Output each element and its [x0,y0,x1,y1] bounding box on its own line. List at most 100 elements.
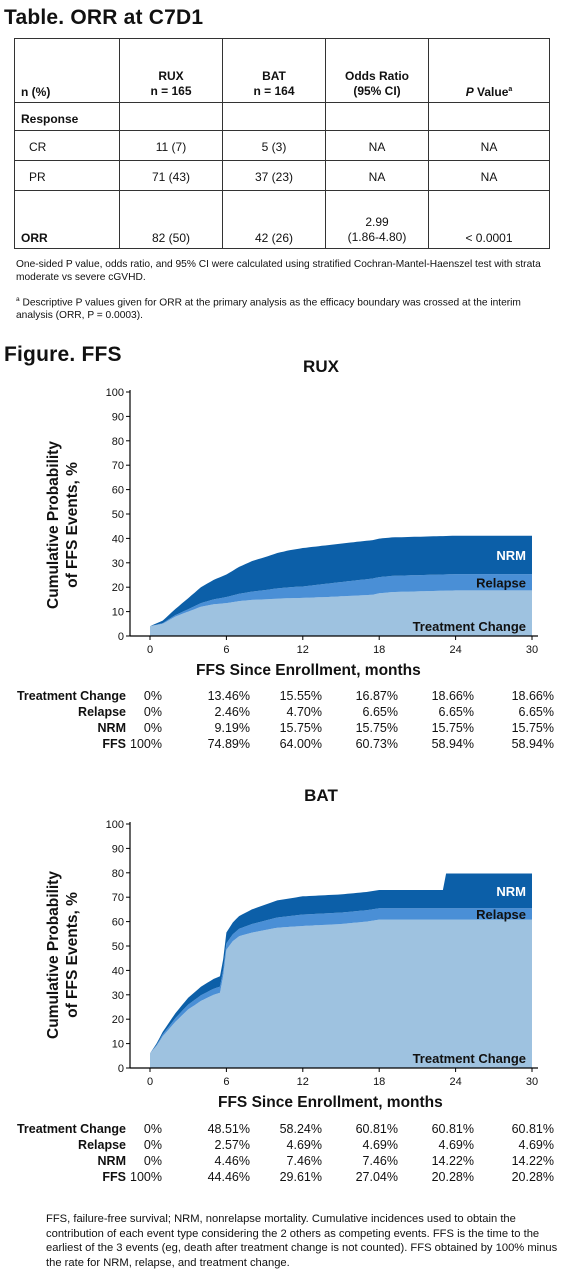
y-tick-label: 50 [112,509,124,521]
x-tick-label: 0 [147,1076,153,1088]
area-treatment-change [150,590,532,636]
x-axis-title-rux: FFS Since Enrollment, months [196,662,421,679]
y-tick-label: 90 [112,843,124,855]
footnote-text: Descriptive P values given for ORR at th… [16,297,521,322]
header-rux-name: RUX [158,69,184,83]
table-title: Table. ORR at C7D1 [4,6,204,29]
risk-cell: 0% [143,721,162,735]
risk-cell: 9.19% [214,721,250,735]
header-bat-n: n = 164 [253,84,295,98]
area-label-nrm: NRM [496,884,526,899]
y-tick-label: 70 [112,460,124,472]
table-footnote-1: One-sided P value, odds ratio, and 95% C… [16,259,541,283]
y-tick-label: 30 [112,990,124,1002]
header-odds-label: Odds Ratio [344,69,409,83]
risk-row-label: FFS [102,1170,126,1184]
header-rux-n: n = 165 [150,84,192,98]
x-tick-label: 0 [147,644,153,656]
cell-rux: 11 (7) [119,130,223,161]
risk-cell: 15.75% [279,721,322,735]
risk-cell: 60.81% [511,1122,554,1136]
risk-cell: 6.65% [362,705,398,719]
header-p-sup: a [508,86,513,93]
risk-cell: 4.69% [362,1138,398,1152]
risk-cell: 20.28% [431,1170,474,1184]
risk-row-label: Relapse [78,1138,126,1152]
section-response: Response [14,102,120,131]
area-label-treatment-change: Treatment Change [413,1051,526,1066]
risk-cell: 58.94% [511,737,554,751]
row-label: CR [14,130,120,161]
risk-cell: 44.46% [207,1170,250,1184]
area-nrm [150,873,532,1054]
risk-cell: 60.81% [431,1122,474,1136]
x-tick-label: 24 [449,644,461,656]
x-tick-label: 12 [297,644,309,656]
risk-cell: 27.04% [355,1170,398,1184]
cell-bat: 5 (3) [222,130,326,161]
x-tick-label: 6 [223,644,229,656]
area-nrm [150,535,532,627]
table-row: PR 71 (43) 37 (23) NA NA [14,160,550,191]
risk-cell: 7.46% [286,1154,322,1168]
cell-odds: NA [325,130,429,161]
cell-rux: 82 (50) [119,190,223,249]
risk-cell: 15.55% [279,689,322,703]
y-tick-label: 20 [112,1014,124,1026]
risk-cell: 14.22% [511,1154,554,1168]
risk-cell: 4.69% [438,1138,474,1152]
area-label-relapse: Relapse [476,907,526,922]
footnote-sup: a [16,296,20,303]
header-odds-ci: (95% CI) [353,84,401,98]
y-tick-label: 90 [112,411,124,423]
cell-odds: 2.99 (1.86-4.80) [325,190,429,249]
cell-p: < 0.0001 [428,190,550,249]
y-tick-label: 80 [112,868,124,880]
table-header-row: n (%) RUX n = 165 BAT n = 164 Odds Ratio… [14,38,550,103]
table-row: CR 11 (7) 5 (3) NA NA [14,130,550,161]
risk-cell: 0% [143,1138,162,1152]
risk-cell: 0% [143,689,162,703]
cell-odds-value: 2.99 [365,215,389,229]
risk-cell: 64.00% [279,737,322,751]
y-tick-label: 10 [112,1039,124,1051]
header-rux: RUX n = 165 [119,38,223,103]
risk-cell: 29.61% [279,1170,322,1184]
header-p-italic: P [465,85,474,99]
table-row: ORR 82 (50) 42 (26) 2.99 (1.86-4.80) < 0… [14,190,550,249]
risk-cell: 58.94% [431,737,474,751]
risk-cell: 74.89% [207,737,250,751]
row-label: PR [14,160,120,191]
y-tick-label: 100 [106,819,124,831]
risk-row-label: NRM [97,721,126,735]
risk-cell: 4.69% [518,1138,554,1152]
risk-cell: 15.75% [355,721,398,735]
x-tick-label: 24 [449,1076,461,1088]
y-tick-label: 60 [112,485,124,497]
cell-p: NA [428,160,550,191]
risk-row-label: NRM [97,1154,126,1168]
y-tick-label: 10 [112,607,124,619]
table-footnote-2: a Descriptive P values given for ORR at … [16,293,556,322]
risk-cell: 100% [130,737,162,751]
x-axis-title-bat: FFS Since Enrollment, months [218,1094,443,1111]
risk-cell: 18.66% [431,689,474,703]
cell-odds: NA [325,160,429,191]
risk-cell: 60.81% [355,1122,398,1136]
cell-odds-ci: (1.86-4.80) [347,230,407,244]
header-n: n (%) [14,38,120,103]
x-tick-label: 6 [223,1076,229,1088]
y-tick-label: 40 [112,965,124,977]
risk-row-label: Relapse [78,705,126,719]
risk-cell: 20.28% [511,1170,554,1184]
risk-row-label: FFS [102,737,126,751]
header-bat: BAT n = 164 [222,38,326,103]
header-bat-name: BAT [262,69,286,83]
risk-cell: 6.65% [518,705,554,719]
risk-cell: 58.24% [279,1122,322,1136]
risk-cell: 48.51% [207,1122,250,1136]
risk-cell: 100% [130,1170,162,1184]
risk-cell: 0% [143,705,162,719]
risk-cell: 2.57% [214,1138,250,1152]
y-tick-label: 100 [106,387,124,399]
